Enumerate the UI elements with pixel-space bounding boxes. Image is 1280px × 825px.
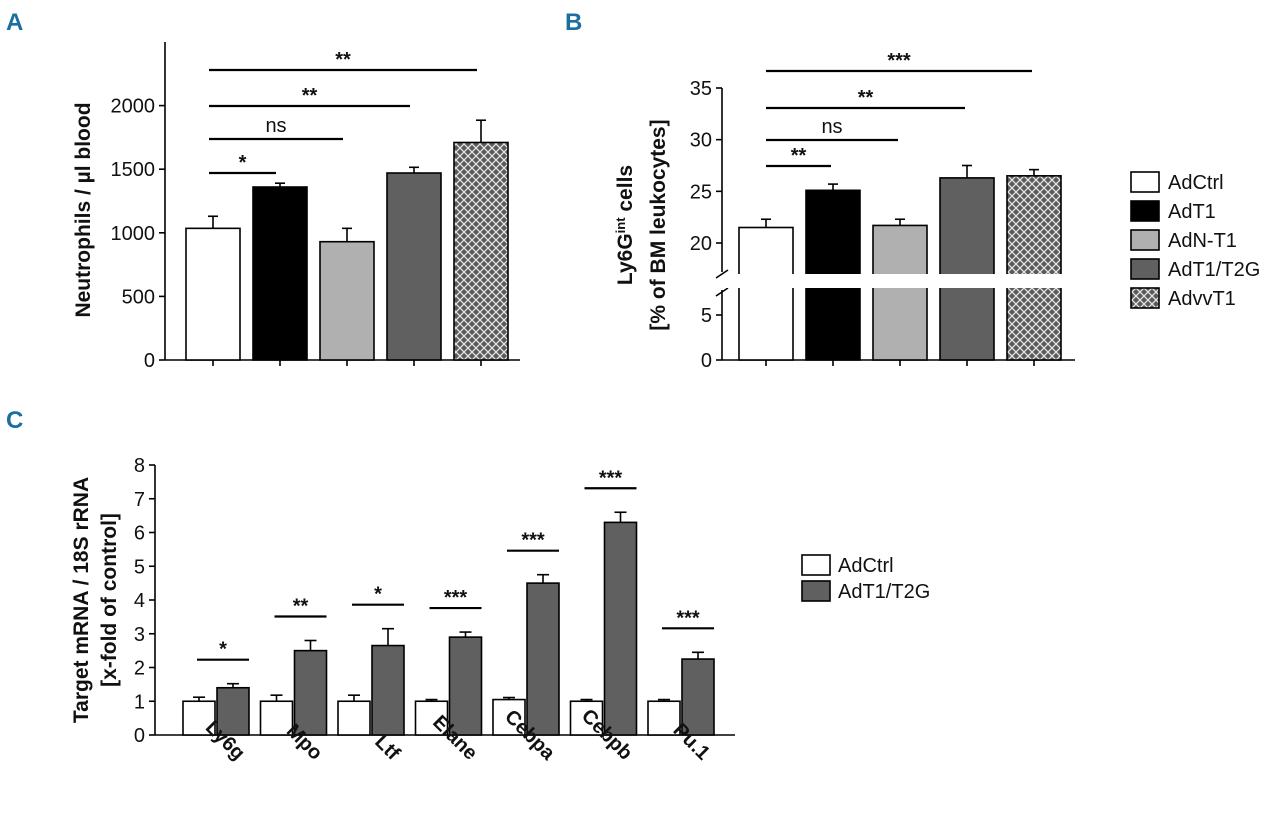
panel-a-y-tick-label: 1500 (111, 159, 156, 181)
panel-c-bar-adt1t2g (603, 521, 638, 736)
panel-b-y-tick-label: 30 (690, 130, 712, 152)
panel-c-y-tick-label: 6 (134, 523, 145, 545)
panel-b-y-axis-label-line1: Ly6Gint cells (613, 165, 638, 285)
panel-b-significance-label: ** (791, 145, 807, 167)
panel-a-y-tick-label: 2000 (111, 96, 156, 118)
panel-a-significance-label: ** (302, 85, 318, 107)
panel-c: C Target mRNA / 18S rRNA [x-fold of cont… (6, 407, 735, 765)
panel-c-y-tick-label: 3 (134, 624, 145, 646)
panel-c-y-tick-label: 7 (134, 489, 145, 511)
panel-a-bar (252, 186, 308, 361)
panel-c-significance-label: * (219, 639, 227, 661)
panel-c-bar-adt1t2g (681, 658, 715, 736)
panel-c-y-axis-label-line2: [x-fold of control] (98, 513, 121, 687)
legend-top-swatch (1130, 229, 1160, 251)
panel-b-y-tick-label: 35 (690, 78, 712, 100)
panel-c-y-tick-label: 8 (134, 455, 145, 477)
panel-b-y-tick-label: 20 (690, 233, 712, 255)
panel-c-bar-adt1t2g (371, 644, 405, 736)
panel-a-bar (386, 172, 442, 361)
panel-b-y-axis-label-line2: [% of BM leukocytes] (647, 119, 670, 330)
panel-b-bar (939, 177, 995, 361)
panel-b-significance-label: *** (887, 50, 911, 72)
panel-b: B Ly6Gint cells [% of BM leukocytes] 0 5 2… (565, 9, 1077, 372)
panel-c-y-axis-label-line1: Target mRNA / 18S rRNA (70, 477, 93, 723)
panel-c-x-tick-label: Ltf (370, 731, 404, 765)
panel-a-bar (319, 240, 375, 361)
panel-b-axis-break-mark (715, 287, 729, 297)
panel-b-y-tick-label: 25 (690, 181, 712, 203)
legend-bottom-swatch (801, 554, 831, 576)
panel-c-significance-label: *** (444, 587, 468, 609)
panel-c-bar-adt1t2g (526, 582, 560, 736)
legend-top-swatch (1130, 258, 1160, 280)
panel-c-bar-adt1t2g (448, 636, 483, 736)
legend-top-label: AdT1 (1168, 201, 1216, 223)
panel-c-y-tick-label: 4 (134, 590, 145, 612)
legend-bottom-swatch (801, 580, 831, 602)
panel-c-significance-label: *** (676, 607, 700, 629)
legend-top-swatch (1130, 200, 1160, 222)
legend-top-label: AdCtrl (1168, 172, 1224, 194)
panel-b-axis-break-mark (715, 269, 729, 279)
panel-a-y-tick-label: 0 (144, 350, 155, 372)
panel-a-y-axis-label: Neutrophils / µl blood (72, 102, 95, 317)
panel-a-significance-label: * (239, 152, 247, 174)
panel-c-significance-label: * (374, 584, 382, 606)
panel-b-bar (1006, 175, 1062, 361)
panel-a-significance-label: ** (335, 49, 351, 71)
panel-b-y-tick-label: 5 (701, 305, 712, 327)
panel-b-bar (738, 226, 794, 361)
legend-top-label: AdvvT1 (1168, 288, 1236, 310)
panel-b-significance-label: ns (821, 116, 842, 138)
legend-top-swatch (1130, 171, 1160, 193)
panel-a-y-tick-label: 500 (122, 286, 155, 308)
panel-c-y-tick-label: 0 (134, 725, 145, 747)
panel-a-bar (453, 141, 509, 361)
legend-bottom-label: AdCtrl (838, 555, 894, 577)
panel-a: A Neutrophils / µl blood 0 500 1000 1500 200… (6, 9, 520, 372)
panel-c-bar-adctrl (182, 700, 216, 736)
panel-a-y-tick-label: 1000 (111, 223, 156, 245)
panel-letter-b: B (565, 9, 582, 36)
panel-c-significance-label: *** (521, 530, 545, 552)
panel-c-bar-adctrl (337, 700, 371, 736)
panel-a-significance-label: ns (265, 115, 286, 137)
panel-c-y-tick-label: 5 (134, 556, 145, 578)
panel-c-y-tick-label: 1 (134, 691, 145, 713)
panel-a-bar (185, 227, 241, 361)
panel-b-y-tick-label: 0 (701, 350, 712, 372)
legend-bottom: AdCtrl AdT1/T2G (801, 554, 930, 603)
panel-c-y-tick-label: 2 (134, 658, 145, 680)
legend-bottom-label: AdT1/T2G (838, 581, 930, 603)
panel-c-significance-label: ** (293, 596, 309, 618)
panel-letter-c: C (6, 407, 23, 434)
legend-top-swatch (1130, 287, 1160, 309)
panel-letter-a: A (6, 9, 23, 36)
panel-b-significance-label: ** (858, 87, 874, 109)
panel-c-bar-adctrl (569, 700, 604, 736)
legend-top-label: AdT1/T2G (1168, 259, 1260, 281)
panel-b-bar (872, 224, 928, 361)
legend-top: AdCtrl AdT1 AdN-T1 AdT1/T2G AdvvT1 (1130, 171, 1260, 310)
panel-c-bar-adt1t2g (216, 686, 250, 736)
legend-top-label: AdN-T1 (1168, 230, 1237, 252)
panel-c-significance-label: *** (599, 467, 623, 489)
panel-b-axis-break-gap (724, 274, 1077, 288)
